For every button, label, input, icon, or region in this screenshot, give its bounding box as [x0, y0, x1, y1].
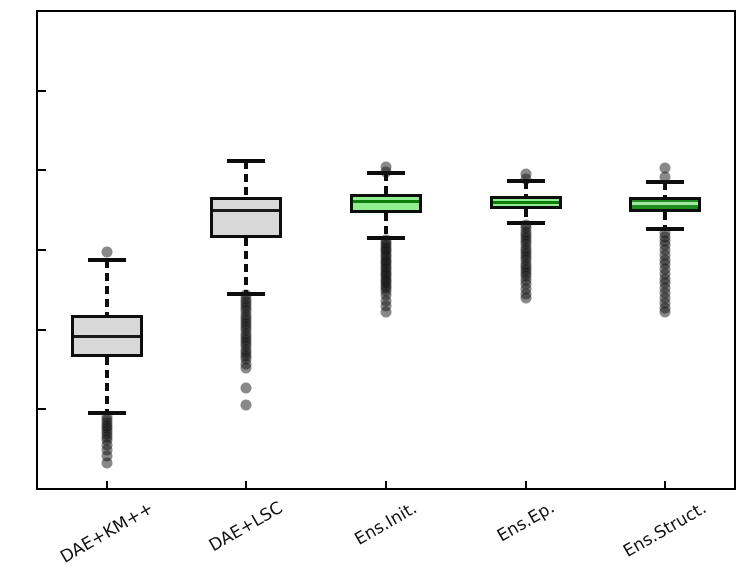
upper-whisker [104, 260, 109, 315]
y-axis-tick [38, 169, 46, 172]
lower-whisker [244, 238, 249, 294]
outlier-point [659, 306, 671, 318]
y-axis-tick-label [0, 318, 30, 342]
outlier-point [240, 362, 252, 374]
lower-whisker [104, 356, 109, 414]
x-axis-tick [105, 481, 108, 489]
y-axis-tick [38, 249, 46, 251]
upper-whisker [384, 172, 388, 195]
x-axis-tick [385, 481, 387, 489]
y-axis-tick [38, 10, 46, 12]
outlier-point [101, 450, 113, 462]
upper-whisker [523, 181, 528, 196]
outlier-point [101, 246, 113, 258]
outlier-point [240, 399, 252, 411]
y-axis-tick-label [0, 0, 30, 23]
upper-whisker [663, 182, 668, 197]
y-axis-tick-label [0, 397, 30, 421]
x-axis-category-label: Ens.Init. [351, 497, 421, 550]
y-axis-tick-label [0, 238, 30, 262]
outlier-point [520, 292, 532, 304]
y-axis-tick [38, 488, 46, 490]
upper-whisker-cap [87, 258, 126, 263]
outlier-point [659, 292, 671, 304]
outlier-point [101, 439, 113, 451]
x-axis-tick [664, 481, 667, 489]
outlier-point [659, 171, 671, 183]
outlier-point [520, 173, 532, 185]
x-axis-category-label: DAE+LSC [206, 498, 287, 557]
outlier-point [380, 166, 392, 178]
x-axis-category-label: Ens.Ep. [493, 498, 558, 547]
median-line [353, 199, 419, 203]
y-axis-tick-label [0, 79, 30, 103]
outlier-point [659, 162, 671, 174]
box [210, 197, 283, 239]
outlier-point [380, 289, 392, 301]
outlier-point [101, 457, 113, 469]
median-line [213, 208, 280, 212]
y-axis-tick-label [0, 477, 30, 501]
outlier-point [101, 444, 113, 456]
y-axis-tick-label [0, 158, 30, 182]
median-line [632, 202, 699, 206]
lower-whisker [384, 213, 388, 239]
upper-whisker-cap [646, 180, 685, 185]
x-axis-tick [245, 481, 248, 489]
median-line [73, 335, 140, 339]
x-axis-category-label: DAE+KM++ [56, 498, 157, 568]
median-line [492, 200, 559, 204]
outlier-point [380, 300, 392, 312]
y-axis-tick [38, 408, 46, 411]
upper-whisker [244, 160, 249, 198]
outlier-point [240, 382, 252, 394]
x-axis-tick [524, 481, 527, 489]
upper-whisker-cap [227, 158, 266, 163]
box [350, 194, 422, 214]
lower-whisker [663, 211, 668, 230]
outlier-point [380, 306, 392, 318]
lower-whisker [523, 209, 528, 223]
x-axis-category-label: Ens.Struct. [620, 497, 711, 562]
y-axis-tick [38, 328, 46, 331]
y-axis-tick [38, 89, 46, 92]
